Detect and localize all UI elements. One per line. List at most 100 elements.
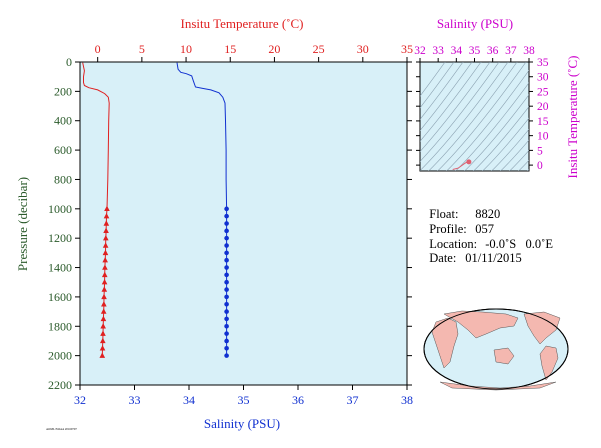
ts-salinity-tick-label: 35 xyxy=(469,45,481,57)
salinity-marker xyxy=(224,345,229,351)
pressure-tick-label: 1800 xyxy=(48,319,72,333)
ts-density-contour xyxy=(527,169,529,171)
salinity-marker xyxy=(224,206,229,212)
date-info-line: Date: 01/11/2015 xyxy=(423,237,521,265)
salinity-marker xyxy=(224,250,229,256)
profile-axes: 0200400600800100012001400160018002000220… xyxy=(48,42,413,407)
ts-salinity-tick-label: 37 xyxy=(505,45,517,57)
ts-temperature-tick-label: 25 xyxy=(537,86,549,98)
salinity-marker xyxy=(224,331,229,336)
ts-salinity-tick-label: 38 xyxy=(523,45,535,57)
salinity-marker xyxy=(224,309,229,314)
salinity-tick-label: 34 xyxy=(183,393,195,407)
salinity-axis-title: Salinity (PSU) xyxy=(204,416,280,431)
ts-density-contour xyxy=(428,62,518,171)
salinity-profile-line xyxy=(176,62,228,209)
continent-eurasia xyxy=(443,310,519,339)
ts-density-contour xyxy=(455,82,529,171)
salinity-marker xyxy=(224,279,229,285)
temperature-marker xyxy=(101,293,107,300)
pressure-tick-label: 600 xyxy=(54,143,72,157)
ts-plot-area xyxy=(419,61,530,172)
temperature-marker xyxy=(102,264,108,270)
ts-highlight-point xyxy=(466,159,472,165)
salinity-marker xyxy=(224,287,229,292)
ts-density-contour xyxy=(464,94,529,171)
continent-antarctica xyxy=(439,381,557,391)
pressure-tick-label: 1400 xyxy=(48,261,72,275)
continent-africa xyxy=(431,317,459,369)
salinity-marker xyxy=(224,294,229,300)
salinity-tick-label: 38 xyxy=(401,393,413,407)
salinity-tick-label: 36 xyxy=(292,393,304,407)
float-info-line: Float: 8820 xyxy=(423,193,500,221)
float-label: Float: xyxy=(429,207,459,221)
salinity-marker xyxy=(224,243,229,248)
date-label: Date: xyxy=(429,251,457,265)
temperature-marker xyxy=(99,345,106,351)
ts-density-contours xyxy=(420,62,529,171)
salinity-marker xyxy=(224,338,229,344)
ts-density-contour xyxy=(420,62,500,162)
salinity-marker xyxy=(224,228,229,234)
temperature-marker xyxy=(100,323,106,329)
temperature-marker xyxy=(103,220,110,226)
temperature-marker xyxy=(100,308,107,314)
pressure-tick-label: 1200 xyxy=(48,231,72,245)
salinity-marker xyxy=(224,221,229,226)
temperature-tick-label: 35 xyxy=(401,42,413,56)
ts-density-contour xyxy=(500,139,529,171)
ts-temperature-axis-title: Insitu Temperature (˚C) xyxy=(565,55,580,178)
location-label: Location: xyxy=(429,237,478,251)
temperature-marker xyxy=(102,242,109,248)
temperature-marker xyxy=(100,315,107,322)
temperature-profile-line xyxy=(82,62,110,209)
float-value: 8820 xyxy=(475,207,501,221)
pressure-tick-label: 1000 xyxy=(48,202,72,216)
ts-salinity-tick-label: 33 xyxy=(432,45,444,57)
ts-temperature-tick-label: 5 xyxy=(537,145,543,157)
profile-info-line: Profile: 057 xyxy=(423,208,494,236)
ts-temperature-tick-label: 15 xyxy=(537,116,549,128)
salinity-marker xyxy=(224,301,229,307)
temperature-tick-label: 30 xyxy=(357,42,369,56)
temperature-tick-label: 20 xyxy=(268,42,280,56)
ts-density-contour xyxy=(518,159,529,171)
pressure-tick-label: 1600 xyxy=(48,290,72,304)
ts-density-contour xyxy=(420,62,509,171)
pressure-axis-title: Pressure (decibar) xyxy=(15,177,30,271)
temperature-tick-label: 10 xyxy=(180,42,192,56)
ts-density-contour xyxy=(420,62,482,142)
temperature-marker xyxy=(102,257,108,263)
continent-australia xyxy=(493,347,515,365)
temperature-marker xyxy=(99,352,106,358)
ts-temperature-tick-label: 20 xyxy=(537,101,549,113)
temperature-marker xyxy=(101,279,108,285)
temperature-marker xyxy=(103,212,110,219)
pressure-tick-label: 0 xyxy=(66,55,72,69)
pressure-tick-label: 800 xyxy=(54,172,72,186)
ts-temperature-tick-label: 0 xyxy=(537,160,543,172)
pressure-tick-label: 400 xyxy=(54,114,72,128)
ts-salinity-tick-label: 32 xyxy=(414,45,426,57)
temperature-tick-label: 0 xyxy=(95,42,101,56)
temperature-marker xyxy=(101,301,107,307)
salinity-tick-label: 33 xyxy=(129,393,141,407)
salinity-marker xyxy=(224,323,229,329)
salinity-tick-label: 35 xyxy=(238,393,250,407)
ts-temperature-tick-label: 30 xyxy=(537,72,549,84)
ts-salinity-tick-label: 34 xyxy=(451,45,463,57)
ts-density-contour xyxy=(491,128,529,171)
salinity-marker xyxy=(224,213,229,219)
salinity-marker xyxy=(224,265,229,270)
temperature-marker xyxy=(104,205,110,212)
temperature-marker xyxy=(102,249,109,256)
ts-density-contour xyxy=(420,62,491,153)
ts-density-contour xyxy=(437,62,527,171)
ts-density-contour xyxy=(473,106,529,171)
footer-code: AOML/NOAA 20160707 xyxy=(46,427,77,431)
salinity-marker xyxy=(224,316,229,322)
temperature-marker xyxy=(100,330,106,336)
world-map xyxy=(423,308,569,391)
